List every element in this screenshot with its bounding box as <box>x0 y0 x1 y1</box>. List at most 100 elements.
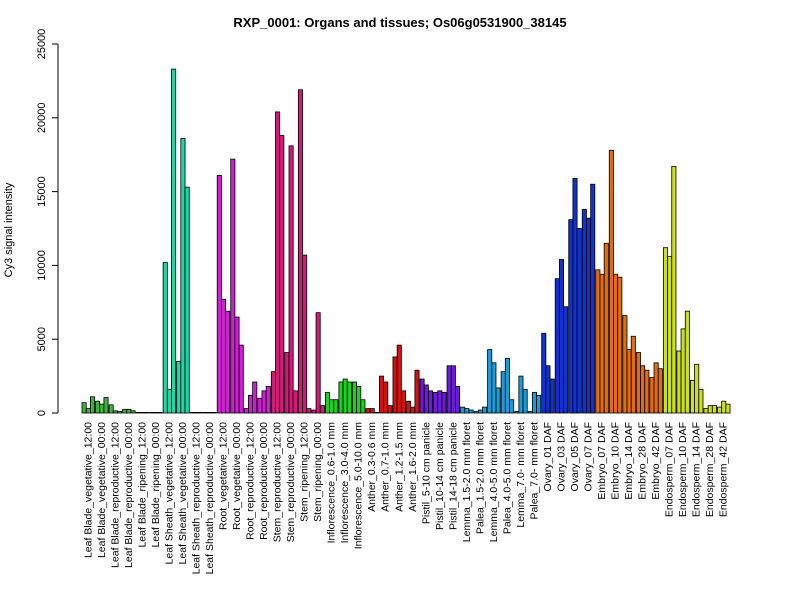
bar <box>365 408 371 414</box>
bar <box>406 400 412 414</box>
x-tick-labels: Leaf Blade_vegetative_12:00 Leaf Blade_ve… <box>82 422 729 575</box>
x-tick-label: Embryo_42 DAF <box>650 422 662 500</box>
bar <box>311 409 317 414</box>
y-axis: 0 5000 10000 15000 20000 25000 <box>36 29 59 416</box>
bar <box>180 138 186 414</box>
x-tick-label: Palea_1.5-2.0 mm floret <box>474 422 486 534</box>
bar <box>265 386 271 414</box>
x-tick-label: Endosperm_14 DAF <box>691 422 703 517</box>
bar <box>622 315 628 414</box>
x-tick-label: Anther_0.3-0.6 mm <box>366 422 378 512</box>
bar <box>275 111 281 414</box>
bar <box>433 391 439 414</box>
bar <box>166 388 172 414</box>
bar <box>373 411 379 414</box>
bar <box>396 344 402 414</box>
bar <box>536 394 542 414</box>
x-tick-label: Embryo_07 DAF <box>596 422 608 500</box>
bar <box>315 312 321 414</box>
x-tick-label: Root_reproductive_00:00 <box>258 422 270 540</box>
y-axis-label: Cy3 signal intensity <box>3 182 15 277</box>
bar <box>270 371 276 414</box>
bar <box>613 273 619 414</box>
x-tick-label: Stem_reproductive_00:00 <box>285 422 297 542</box>
bar <box>568 219 574 414</box>
bar <box>717 406 723 414</box>
x-tick-label: Lemma_1.5-2.0 mm floret <box>461 422 473 542</box>
bar <box>491 362 497 414</box>
bar <box>576 228 582 414</box>
x-tick-label: Stem_reproductive_12:00 <box>272 422 284 542</box>
x-tick-label: Anther_1.6-2.0 mm <box>407 422 419 512</box>
bar <box>130 410 136 414</box>
bar <box>333 399 339 414</box>
bar <box>153 411 159 414</box>
bar <box>284 352 290 414</box>
bar <box>680 328 686 414</box>
bar <box>346 381 352 414</box>
bar <box>99 403 105 414</box>
x-tick-label: Leaf Sheath_reproductive_00:00 <box>204 422 216 575</box>
x-tick-label: Stem_ripening_00:00 <box>312 422 324 522</box>
bar <box>338 381 344 414</box>
bar <box>126 408 132 414</box>
bar <box>522 388 528 414</box>
x-tick-label: Endosperm_28 DAF <box>704 422 716 517</box>
bar <box>198 411 204 414</box>
bar <box>599 273 605 414</box>
bar <box>608 149 614 414</box>
bar <box>644 369 650 414</box>
bar <box>243 408 249 414</box>
bar <box>225 310 231 414</box>
bar <box>207 411 213 414</box>
bar <box>423 384 429 414</box>
x-tick-label: Leaf Blade_reproductive_00:00 <box>123 422 135 568</box>
x-tick-label: Embryo_28 DAF <box>637 422 649 500</box>
bar <box>427 390 433 414</box>
bar <box>653 362 659 414</box>
x-tick-label: Ovary_05 DAF <box>569 422 581 491</box>
bar <box>356 386 362 414</box>
bar <box>514 411 520 414</box>
bar <box>477 409 483 414</box>
bar <box>518 375 524 414</box>
x-tick-label: Root_vegetative_12:00 <box>218 422 230 530</box>
bar <box>684 310 690 414</box>
bar <box>603 242 609 414</box>
bar <box>541 332 547 414</box>
x-tick-label: Leaf Sheath_vegetative_00:00 <box>177 422 189 565</box>
x-tick-label: Leaf Blade_vegetative_00:00 <box>96 422 108 558</box>
bar <box>410 406 416 414</box>
bar <box>690 380 696 414</box>
x-tick-label: Leaf Sheath_reproductive_12:00 <box>190 422 202 575</box>
bar <box>329 399 335 414</box>
y-tick-label: 10000 <box>36 250 48 281</box>
x-tick-label: Leaf Blade_reproductive_12:00 <box>109 422 121 568</box>
bar <box>176 360 182 414</box>
bar <box>257 397 263 414</box>
bar <box>279 135 285 414</box>
x-tick-label: Embryo_10 DAF <box>610 422 622 500</box>
bar <box>446 365 452 414</box>
bar <box>112 410 118 414</box>
bar <box>549 378 555 414</box>
x-tick-label: Lemma_7.0- mm floret <box>515 422 527 528</box>
bar <box>698 388 704 414</box>
x-tick-label: Inflorescence_0.6-1.0 mm <box>326 422 338 544</box>
bar <box>184 186 190 414</box>
chart-title: RXP_0001: Organs and tissues; Os06g05319… <box>233 15 566 30</box>
x-tick-label: Endosperm_10 DAF <box>677 422 689 517</box>
bar <box>144 411 150 414</box>
x-tick-label: Ovary_01 DAF <box>542 422 554 491</box>
bar <box>487 349 493 414</box>
x-tick-label: Palea_7.0- mm floret <box>528 422 540 520</box>
bar <box>234 316 240 414</box>
y-tick-label: 0 <box>36 410 48 416</box>
bar <box>671 166 677 414</box>
bar <box>586 217 592 414</box>
x-tick-label: Inflorescence_5.0-10.0 mm <box>353 422 365 549</box>
x-tick-label: Pistil_10-14 cm panicle <box>434 422 446 530</box>
x-tick-label: Ovary_03 DAF <box>556 422 568 491</box>
bar <box>667 256 673 414</box>
